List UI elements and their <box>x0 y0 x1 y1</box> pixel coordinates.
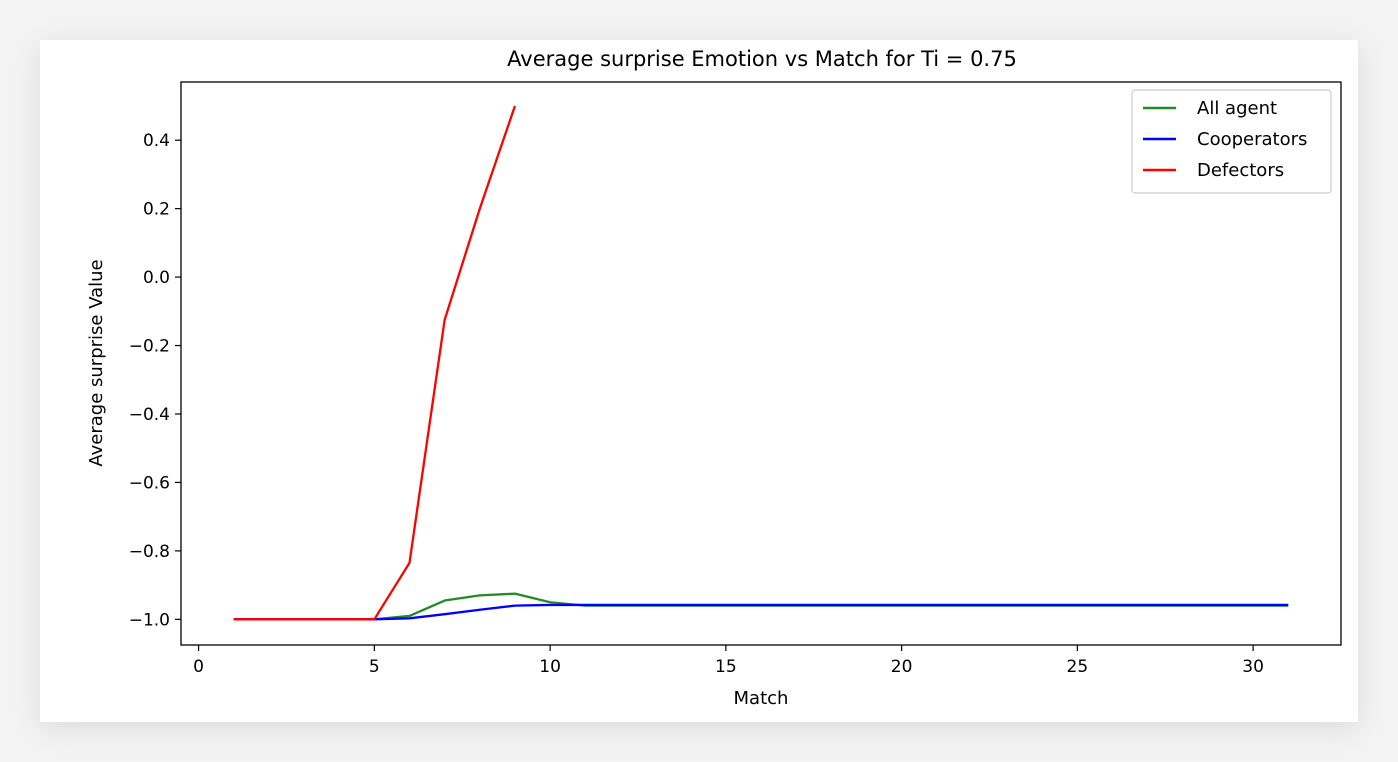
y-tick-label: 0.4 <box>143 131 170 151</box>
x-tick-label: 30 <box>1242 657 1264 677</box>
y-tick-label: 0.2 <box>143 200 170 220</box>
y-tick-label: −0.6 <box>129 473 170 493</box>
legend-label-all-agent: All agent <box>1197 98 1277 119</box>
x-tick-label: 5 <box>369 657 380 677</box>
series-line-all-agent <box>233 592 1289 621</box>
y-tick-label: −0.4 <box>129 405 170 425</box>
y-axis-label: Average surprise Value <box>86 259 107 466</box>
line-chart: Average surprise Emotion vs Match for Ti… <box>86 47 1342 709</box>
x-tick-label: 20 <box>891 657 913 677</box>
y-axis: −1.0 −0.8 −0.6 −0.4 −0.2 0.0 0.2 0.4 <box>129 131 181 630</box>
legend: All agent Cooperators Defectors <box>1131 89 1332 194</box>
x-tick-label: 10 <box>539 657 561 677</box>
x-tick-label: 15 <box>715 657 737 677</box>
x-tick-label: 0 <box>193 657 204 677</box>
series-line-cooperators <box>233 603 1289 621</box>
x-axis: 0 5 10 15 20 25 30 <box>193 645 1264 677</box>
y-tick-label: 0.0 <box>143 268 170 288</box>
series-line-defectors <box>233 105 517 621</box>
legend-label-defectors: Defectors <box>1197 160 1284 181</box>
legend-label-cooperators: Cooperators <box>1197 129 1307 150</box>
chart-card: Average surprise Emotion vs Match for Ti… <box>40 40 1358 722</box>
plot-content <box>233 105 1289 621</box>
plot-frame <box>180 81 1342 646</box>
y-tick-label: −1.0 <box>129 610 170 630</box>
legend-box <box>1131 89 1332 194</box>
y-tick-label: −0.2 <box>129 337 170 357</box>
x-axis-label: Match <box>734 688 789 709</box>
y-tick-label: −0.8 <box>129 542 170 562</box>
chart-title: Average surprise Emotion vs Match for Ti… <box>507 47 1017 71</box>
x-tick-label: 25 <box>1067 657 1089 677</box>
